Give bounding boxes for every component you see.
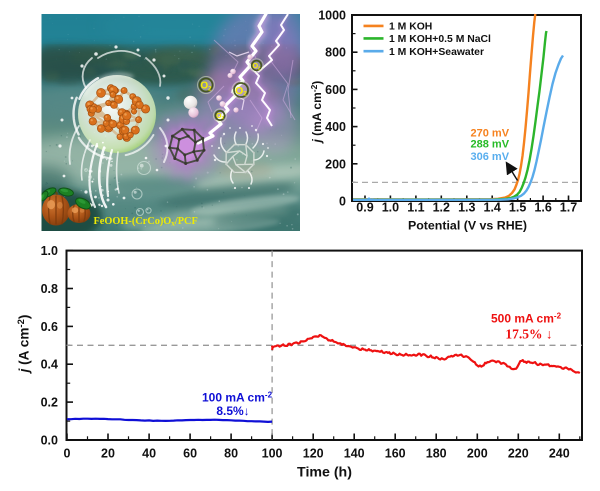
svg-text:240: 240 xyxy=(549,447,570,461)
svg-text:100 mA cm-2: 100 mA cm-2 xyxy=(202,391,273,405)
svg-text:FeOOH-(CrCo)Ox/PCF: FeOOH-(CrCo)Ox/PCF xyxy=(94,216,198,228)
svg-text:0: 0 xyxy=(339,195,346,209)
svg-text:1.6: 1.6 xyxy=(534,201,551,215)
svg-text:140: 140 xyxy=(344,447,365,461)
svg-text:80: 80 xyxy=(224,447,238,461)
svg-text:180: 180 xyxy=(426,447,447,461)
svg-text:220: 220 xyxy=(508,447,529,461)
svg-text:1.3: 1.3 xyxy=(458,201,475,215)
svg-text:0.4: 0.4 xyxy=(41,358,58,372)
svg-text:100: 100 xyxy=(262,447,283,461)
svg-text:17.5% ↓: 17.5% ↓ xyxy=(505,327,552,342)
svg-text:Time (h): Time (h) xyxy=(297,465,352,481)
svg-text:1.5: 1.5 xyxy=(509,201,526,215)
svg-text:60: 60 xyxy=(183,447,197,461)
svg-text:500 mA cm-2: 500 mA cm-2 xyxy=(491,312,562,326)
svg-text:1.0: 1.0 xyxy=(382,201,399,215)
svg-text:Potential (V vs RHE): Potential (V vs RHE) xyxy=(408,219,527,233)
svg-text:1 M KOH+Seawater: 1 M KOH+Seawater xyxy=(389,47,484,58)
svg-text:306 mV: 306 mV xyxy=(471,151,510,163)
svg-text:1 M KOH+0.5 M NaCl: 1 M KOH+0.5 M NaCl xyxy=(389,34,491,45)
svg-text:0: 0 xyxy=(64,447,71,461)
svg-text:400: 400 xyxy=(325,120,346,134)
svg-text:600: 600 xyxy=(325,83,346,97)
svg-text:1 M KOH: 1 M KOH xyxy=(389,22,432,33)
svg-text:200: 200 xyxy=(467,447,488,461)
svg-text:288 mV: 288 mV xyxy=(471,139,510,151)
svg-text:0.8: 0.8 xyxy=(41,282,58,296)
svg-text:0.9: 0.9 xyxy=(356,201,373,215)
svg-text:1.7: 1.7 xyxy=(560,201,577,215)
svg-text:1000: 1000 xyxy=(318,9,346,23)
svg-text:40: 40 xyxy=(142,447,156,461)
svg-text:0.2: 0.2 xyxy=(41,396,58,410)
svg-text:1.1: 1.1 xyxy=(407,201,424,215)
svg-text:160: 160 xyxy=(385,447,406,461)
svg-text:200: 200 xyxy=(325,157,346,171)
svg-text:1.4: 1.4 xyxy=(484,201,501,215)
svg-text:800: 800 xyxy=(325,46,346,60)
svg-text:1.2: 1.2 xyxy=(433,201,450,215)
svg-text:0.0: 0.0 xyxy=(41,434,58,448)
svg-text:0.6: 0.6 xyxy=(41,320,58,334)
svg-text:8.5%↓: 8.5%↓ xyxy=(216,404,249,418)
svg-text:120: 120 xyxy=(303,447,324,461)
svg-text:20: 20 xyxy=(101,447,115,461)
svg-text:1.0: 1.0 xyxy=(41,244,58,258)
